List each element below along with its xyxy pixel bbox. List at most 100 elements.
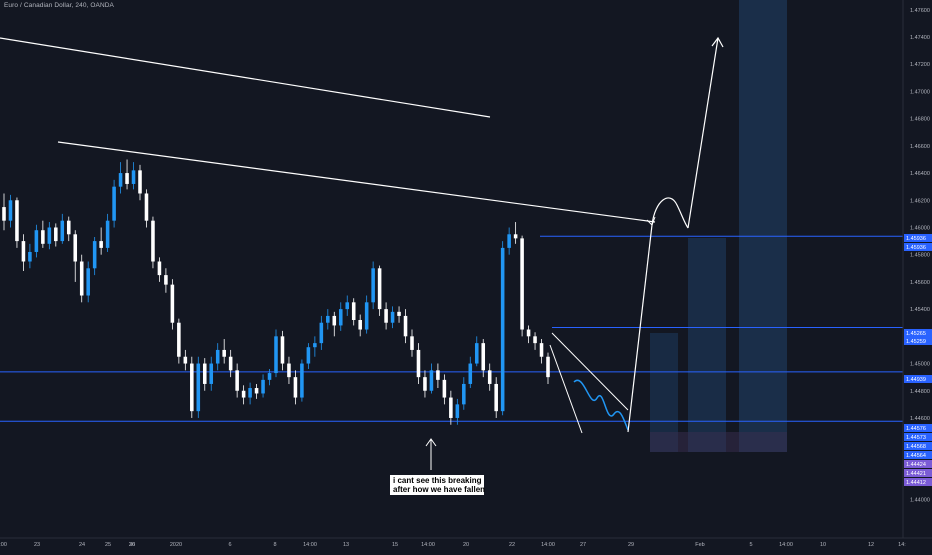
candle-body <box>66 220 71 235</box>
candle-body <box>190 363 194 412</box>
candle-body <box>384 309 388 323</box>
candle-body <box>533 336 537 344</box>
time-tick-label: 29 <box>628 542 634 548</box>
candle-body <box>151 220 155 262</box>
candle-body <box>79 261 84 296</box>
candle-body <box>487 370 492 384</box>
price-tick-label: 1.46400 <box>910 171 930 177</box>
candle-body <box>507 234 511 248</box>
candle-body <box>371 268 375 303</box>
candle-body <box>326 315 330 323</box>
candle-body <box>235 370 239 391</box>
candle-body <box>377 268 382 310</box>
lower-zone <box>650 432 787 452</box>
candle-body <box>539 343 544 357</box>
candle-body <box>442 379 447 398</box>
candle-body <box>287 363 291 378</box>
candle-body <box>60 220 65 242</box>
candle-body <box>28 251 32 262</box>
price-tag <box>904 451 932 459</box>
time-tick-label: 10 <box>820 542 826 548</box>
candle-body <box>112 186 116 221</box>
candle-body <box>183 356 188 364</box>
price-tick-label: 1.45800 <box>910 253 930 259</box>
price-tick-label: 1.45600 <box>910 280 930 286</box>
time-tick-label: 2020 <box>170 542 182 548</box>
candle-body <box>54 227 58 242</box>
candle-body <box>300 363 304 398</box>
time-axis-bg <box>0 538 932 550</box>
price-tag-label: 1.44576 <box>906 426 926 432</box>
candle-body <box>280 336 285 364</box>
price-tick-label: 1.44600 <box>910 416 930 422</box>
price-tick-label: 1.46600 <box>910 144 930 150</box>
price-tag-label: 1.44573 <box>906 435 926 441</box>
candle-body <box>345 302 350 310</box>
candle-body <box>462 383 466 405</box>
projection-target-line[interactable] <box>687 37 719 229</box>
time-tick-label: 8 <box>273 542 276 548</box>
price-tag <box>904 329 932 337</box>
candle-body <box>494 383 498 412</box>
candle-body <box>164 275 168 285</box>
candle-body <box>500 247 505 412</box>
candle-body <box>332 315 337 326</box>
price-tag <box>904 469 932 477</box>
price-tag-label: 1.44421 <box>906 471 926 477</box>
projection-retest-curve[interactable] <box>651 197 689 229</box>
candle-body <box>2 207 6 221</box>
note-arrow-head <box>425 438 437 447</box>
time-tick-label: 25 <box>105 542 111 548</box>
candle-body <box>403 315 408 337</box>
candle-body <box>293 377 298 398</box>
projected-path <box>573 379 629 431</box>
price-tick-label: 1.44800 <box>910 389 930 395</box>
candle-body <box>338 309 343 326</box>
wedge-line-1[interactable] <box>549 344 583 434</box>
price-tag <box>904 478 932 486</box>
price-tag <box>904 460 932 468</box>
arrow-head <box>711 36 724 48</box>
candle-body <box>86 268 90 296</box>
price-tag-label: 1.44412 <box>906 480 926 486</box>
candle-body <box>526 329 531 337</box>
price-tick-label: 1.45000 <box>910 362 930 368</box>
candle-body <box>157 261 162 276</box>
candle-body <box>416 349 421 378</box>
price-tag <box>904 234 932 242</box>
candle-body <box>410 336 414 350</box>
candle-body <box>241 390 246 398</box>
candle-body <box>177 322 181 357</box>
candle-body <box>202 363 207 384</box>
time-tick-label: 14:00 <box>541 542 555 548</box>
projection-zone <box>688 238 726 452</box>
candle-body <box>513 234 518 239</box>
candle-body <box>47 227 52 244</box>
price-tick-label: 1.44000 <box>910 498 930 504</box>
projection-up-line[interactable] <box>627 224 653 433</box>
candle-body <box>520 238 524 330</box>
trendline-lower[interactable] <box>57 141 656 223</box>
price-tag <box>904 424 932 432</box>
candle-body <box>105 220 110 248</box>
price-tag-label: 1.45259 <box>906 339 926 345</box>
candle-body <box>468 363 473 384</box>
candle-body <box>92 241 97 269</box>
trendline-upper[interactable] <box>0 37 491 118</box>
time-tick-label: 13 <box>343 542 349 548</box>
candle-body <box>358 320 362 330</box>
candle-body <box>21 241 26 262</box>
candle-body <box>449 397 453 418</box>
candle-body <box>125 173 129 184</box>
candle-body <box>248 388 252 398</box>
time-tick-label: 22 <box>509 542 515 548</box>
annotation-note: i cant see this breaking after how we ha… <box>390 475 485 495</box>
candle-body <box>274 336 278 374</box>
price-tick-label: 1.46800 <box>910 117 930 123</box>
price-tag-label: 1.44939 <box>906 377 926 383</box>
wedge-line-2[interactable] <box>551 332 629 411</box>
candle-body <box>118 173 123 187</box>
